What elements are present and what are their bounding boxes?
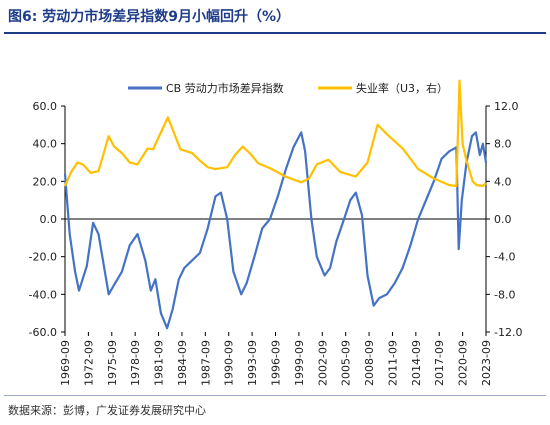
y-left-tick-label: 20.0: [33, 175, 58, 188]
y-left-tick-label: 0.0: [40, 213, 58, 226]
unemployment-rate-line: [63, 79, 487, 188]
y-right-tick-label: -8.0: [494, 288, 515, 301]
y-right-tick-label: 4.0: [494, 175, 512, 188]
x-tick-label: 1969-09: [59, 340, 72, 386]
x-tick-label: 1999-09: [293, 340, 306, 386]
y-right-tick-label: 8.0: [494, 138, 512, 151]
x-tick-label: 2017-09: [433, 340, 446, 386]
x-tick-label: 2002-09: [316, 340, 329, 386]
x-tick-label: 1972-09: [82, 340, 95, 386]
y-left-tick-label: 40.0: [33, 138, 58, 151]
y-right-tick-label: 0.0: [494, 213, 512, 226]
source-rule: [4, 395, 546, 396]
title-rule: [4, 32, 546, 34]
x-tick-label: 2011-09: [386, 340, 399, 386]
y-left-tick-label: -20.0: [29, 251, 57, 264]
y-left-tick-label: -40.0: [29, 288, 57, 301]
x-tick-label: 1996-09: [270, 340, 283, 386]
x-tick-label: 1990-09: [223, 340, 236, 386]
x-tick-label: 1987-09: [199, 340, 212, 386]
x-tick-label: 2008-09: [363, 340, 376, 386]
x-tick-label: 1993-09: [246, 340, 259, 386]
x-tick-label: 1984-09: [176, 340, 189, 386]
y-left-tick-label: -60.0: [29, 326, 57, 339]
axes: 60.0 40.0 20.0 0.0 -20.0 -40.0 -60.0 12.0 8.0 4.0…: [29, 100, 523, 386]
figure-title: 图6: 劳动力市场差异指数9月小幅回升（%）: [8, 9, 290, 25]
x-tick-label: 2023-09: [480, 340, 493, 386]
y-right-tick-label: -4.0: [494, 251, 515, 264]
legend: CB 劳动力市场差异指数 失业率（U3，右）: [128, 81, 448, 95]
legend-label-right-series: 失业率（U3，右）: [356, 81, 448, 95]
legend-label-left-series: CB 劳动力市场差异指数: [166, 81, 284, 95]
x-tick-label: 2014-09: [410, 340, 423, 386]
y-right-tick-label: 12.0: [494, 100, 519, 113]
x-tick-label: 2005-09: [340, 340, 353, 386]
x-tick-label: 2020-09: [457, 340, 470, 386]
labor-differential-line: [63, 131, 488, 330]
source-note: 数据来源：彭博，广发证券发展研究中心: [8, 404, 206, 417]
y-right-tick-label: -12.0: [494, 326, 522, 339]
x-tick-label: 1981-09: [153, 340, 166, 386]
x-tick-label: 1978-09: [129, 340, 142, 386]
x-tick-label: 1975-09: [106, 340, 119, 386]
y-left-tick-label: 60.0: [33, 100, 58, 113]
series-layer: [63, 79, 488, 330]
